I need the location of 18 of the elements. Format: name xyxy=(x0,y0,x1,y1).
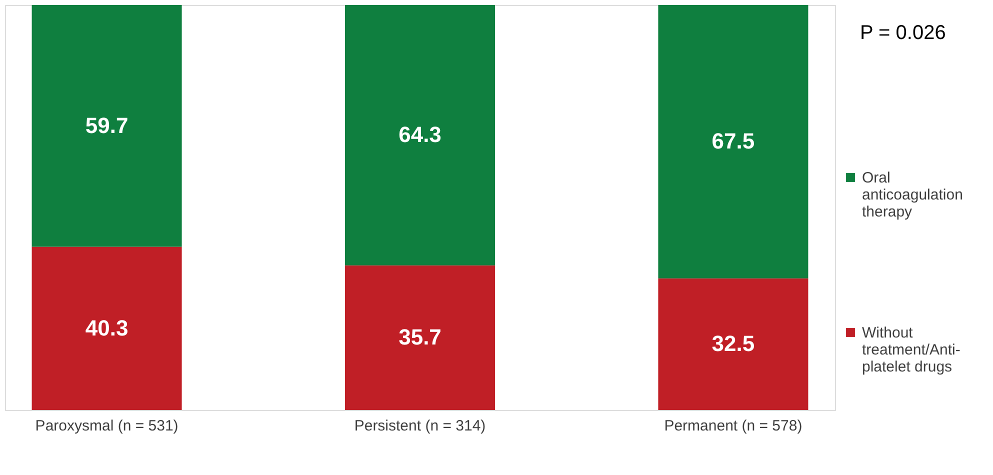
data-label: 67.5 xyxy=(712,128,755,154)
data-label: 35.7 xyxy=(398,324,442,350)
bar xyxy=(345,5,495,266)
x-tick-label: Persistent (n = 314) xyxy=(354,418,486,434)
legend-label: Without treatment/Anti-platelet drugs xyxy=(862,324,960,376)
bar xyxy=(658,278,808,410)
data-label: 59.7 xyxy=(85,112,128,138)
data-label: 64.3 xyxy=(398,122,442,148)
data-label: 32.5 xyxy=(712,331,755,356)
data-label: 40.3 xyxy=(85,315,128,340)
bar xyxy=(32,246,182,410)
bar xyxy=(32,5,182,247)
x-tick-label: Permanent (n = 578) xyxy=(664,418,802,434)
text: P = 0.026 xyxy=(860,22,946,44)
legend-label: Oral anticoagulation therapy xyxy=(862,170,963,220)
bar xyxy=(658,5,808,278)
bar xyxy=(345,265,495,410)
x-tick-label: Paroxysmal (n = 531) xyxy=(35,418,178,434)
